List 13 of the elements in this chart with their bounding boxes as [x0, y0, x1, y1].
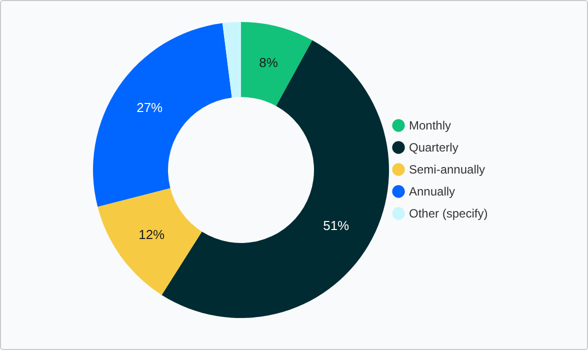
- donut-slice: [222, 22, 241, 98]
- donut-slice: [241, 22, 312, 106]
- data-label: 12%: [138, 226, 166, 242]
- legend-label: Semi-annually: [409, 162, 486, 176]
- data-label: 51%: [323, 218, 350, 234]
- legend-label: Quarterly: [409, 140, 458, 154]
- data-label: 8%: [259, 54, 278, 70]
- legend-label: Other (specify): [409, 206, 488, 220]
- donut-slice: [98, 188, 202, 295]
- donut-slice: [93, 23, 232, 207]
- legend-label: Monthly: [409, 118, 452, 132]
- legend-label: Annually: [409, 184, 456, 198]
- data-label: 27%: [136, 100, 164, 115]
